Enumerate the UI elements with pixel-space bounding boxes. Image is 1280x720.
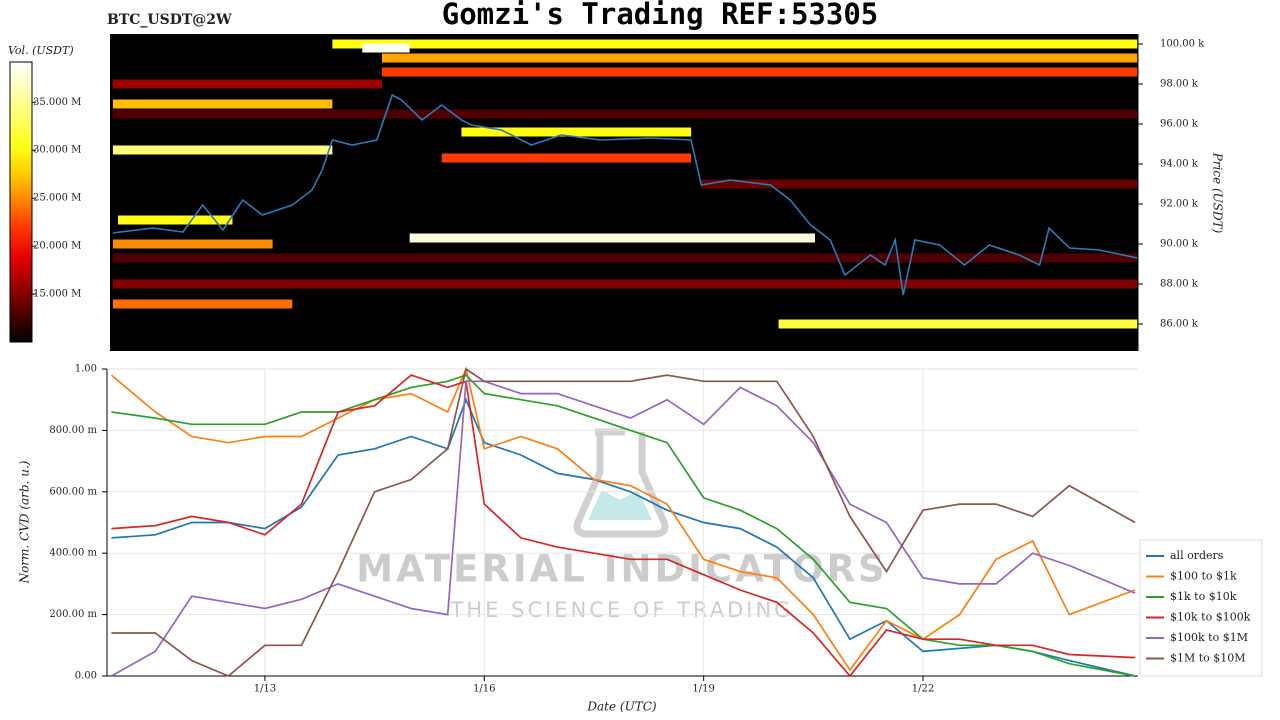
y-tick-label: 0.00 xyxy=(75,671,97,682)
colorbar-tick-label: 35.000 M xyxy=(33,97,81,108)
liquidity-level xyxy=(381,53,1138,63)
subtitle: BTC_USDT@2W xyxy=(107,12,232,28)
liquidity-level xyxy=(112,239,273,249)
liquidity-level xyxy=(112,253,1138,263)
colorbar-tick-label: 30.000 M xyxy=(33,145,81,156)
cvd-line xyxy=(110,366,1136,672)
liquidity-level xyxy=(118,215,233,225)
colorbar xyxy=(9,61,33,343)
y-tick-label: 800.00 m xyxy=(49,425,97,436)
y-tick-label: 92.00 k xyxy=(1160,199,1199,210)
x-tick-label: 1/16 xyxy=(473,684,495,695)
liquidity-level xyxy=(112,99,333,109)
legend-label: $100k to $1M xyxy=(1170,631,1248,644)
colorbar-tick-label: 15.000 M xyxy=(33,289,81,300)
colorbar-label: Vol. (USDT) xyxy=(8,44,74,57)
y-tick-label: 90.00 k xyxy=(1160,239,1199,250)
liquidity-level xyxy=(332,39,1138,49)
y-tick-label: 100.00 k xyxy=(1160,39,1205,50)
cvd-line xyxy=(111,367,1136,677)
colorbar-tick-label: 25.000 M xyxy=(33,193,81,204)
y-tick-label: 98.00 k xyxy=(1160,79,1199,90)
x-tick-label: 1/13 xyxy=(254,684,276,695)
y-tick-label: 200.00 m xyxy=(49,609,97,620)
y-tick-label: 86.00 k xyxy=(1160,319,1199,330)
y-tick-label: 94.00 k xyxy=(1160,159,1199,170)
x-axis-label: Date (UTC) xyxy=(586,700,656,714)
legend-box xyxy=(1139,539,1263,677)
legend-label: $100 to $1k xyxy=(1170,570,1237,583)
liquidity-level xyxy=(362,43,410,53)
liquidity-level xyxy=(409,233,816,243)
legend-label: $10k to $100k xyxy=(1170,611,1251,624)
y-tick-label: 600.00 m xyxy=(49,486,97,497)
x-tick-label: 1/19 xyxy=(692,684,714,695)
liquidity-level xyxy=(112,79,382,89)
y-tick-label: 1.00 xyxy=(75,364,97,375)
watermark: THE SCIENCE OF TRADING xyxy=(450,598,794,622)
legend-label: all orders xyxy=(1170,549,1224,562)
chart-title: Gomzi's Trading REF:53305 xyxy=(442,0,879,31)
cvd-line xyxy=(111,374,1136,677)
liquidity-level xyxy=(700,179,1138,189)
x-tick-label: 1/22 xyxy=(912,684,934,695)
y-tick-label: 400.00 m xyxy=(49,548,97,559)
liquidity-level xyxy=(112,299,293,309)
y-axis-label: Norm. CVD (arb. u.) xyxy=(18,460,32,584)
y-tick-label: 96.00 k xyxy=(1160,119,1199,130)
liquidity-level xyxy=(112,109,1138,119)
liquidity-level xyxy=(112,145,333,155)
cvd-line xyxy=(110,380,1136,677)
watermark: MATERIAL INDICATORS xyxy=(356,548,887,591)
legend-label: $1k to $10k xyxy=(1170,590,1237,603)
price-line xyxy=(112,93,1138,296)
watermark-icon xyxy=(573,428,669,538)
liquidity-level xyxy=(461,127,692,137)
y-axis-label: Price (USDT) xyxy=(1211,152,1225,234)
cvd-line xyxy=(111,374,1136,678)
liquidity-level xyxy=(112,279,1138,289)
y-tick-label: 88.00 k xyxy=(1160,279,1199,290)
liquidity-level xyxy=(441,153,692,163)
colorbar-tick-label: 20.000 M xyxy=(33,241,81,252)
liquidity-level xyxy=(381,67,1138,77)
liquidity-level xyxy=(778,319,1138,329)
legend-label: $1M to $10M xyxy=(1170,652,1246,665)
